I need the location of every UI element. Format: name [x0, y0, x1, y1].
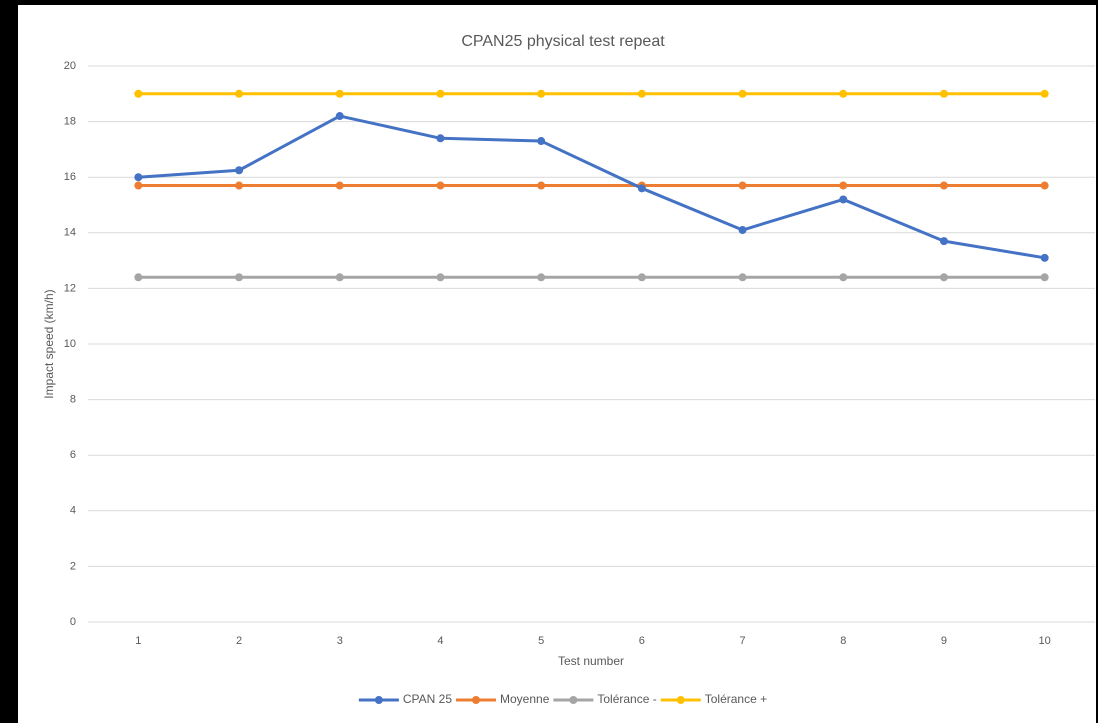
y-tick-label: 16: [64, 171, 76, 183]
y-tick-label: 2: [70, 560, 76, 572]
y-tick-label: 20: [64, 60, 76, 72]
y-tick-label: 8: [70, 394, 76, 406]
y-tick-label: 12: [64, 282, 76, 294]
data-point: [335, 89, 344, 98]
x-tick-label: 10: [1039, 635, 1051, 647]
data-point: [939, 273, 948, 282]
x-tick-label: 6: [639, 635, 645, 647]
y-tick-label: 0: [70, 616, 76, 628]
data-point: [436, 134, 445, 143]
x-tick-label: 5: [538, 635, 544, 647]
legend-marker: [676, 696, 685, 704]
chart-background: [18, 5, 1096, 723]
data-point: [939, 237, 948, 246]
data-point: [537, 273, 546, 282]
data-point: [1040, 253, 1049, 262]
data-point: [134, 181, 143, 190]
legend-marker: [374, 696, 383, 704]
x-tick-label: 8: [840, 635, 846, 647]
x-tick-label: 4: [437, 635, 443, 647]
y-tick-label: 18: [64, 116, 76, 128]
data-point: [637, 273, 646, 282]
data-point: [134, 89, 143, 98]
x-tick-label: 3: [337, 635, 343, 647]
y-tick-label: 10: [64, 338, 76, 350]
legend-marker: [569, 696, 578, 704]
data-point: [637, 89, 646, 98]
legend-label: Tolérance -: [597, 692, 656, 706]
x-tick-label: 9: [941, 635, 947, 647]
data-point: [134, 273, 143, 282]
data-point: [235, 181, 244, 190]
data-point: [839, 273, 848, 282]
data-point: [134, 173, 143, 182]
data-point: [1040, 273, 1049, 282]
chart-title: CPAN25 physical test repeat: [461, 33, 665, 50]
data-point: [939, 89, 948, 98]
data-point: [839, 181, 848, 190]
data-point: [738, 181, 747, 190]
legend-label: CPAN 25: [403, 692, 452, 706]
data-point: [738, 226, 747, 235]
data-point: [738, 89, 747, 98]
data-point: [537, 181, 546, 190]
data-point: [738, 273, 747, 282]
data-point: [1040, 181, 1049, 190]
data-point: [235, 166, 244, 175]
data-point: [637, 184, 646, 193]
x-tick-label: 7: [739, 635, 745, 647]
legend-label: Moyenne: [500, 692, 550, 706]
data-point: [335, 181, 344, 190]
data-point: [436, 89, 445, 98]
data-point: [436, 181, 445, 190]
data-point: [939, 181, 948, 190]
y-tick-label: 4: [70, 505, 76, 517]
x-tick-label: 1: [135, 635, 141, 647]
legend-label: Tolérance +: [705, 692, 767, 706]
legend-marker: [472, 696, 481, 704]
y-axis-label: Impact speed (km/h): [42, 289, 56, 398]
data-point: [839, 89, 848, 98]
x-axis-label: Test number: [558, 654, 624, 668]
data-point: [537, 89, 546, 98]
y-tick-label: 14: [64, 227, 76, 239]
y-tick-label: 6: [70, 449, 76, 461]
data-point: [839, 195, 848, 204]
series-line: [138, 114, 1045, 260]
data-point: [1040, 89, 1049, 98]
data-point: [335, 273, 344, 282]
x-tick-label: 2: [236, 635, 242, 647]
data-point: [537, 137, 546, 146]
data-point: [335, 112, 344, 121]
data-point: [235, 273, 244, 282]
data-point: [436, 273, 445, 282]
data-point: [235, 89, 244, 98]
